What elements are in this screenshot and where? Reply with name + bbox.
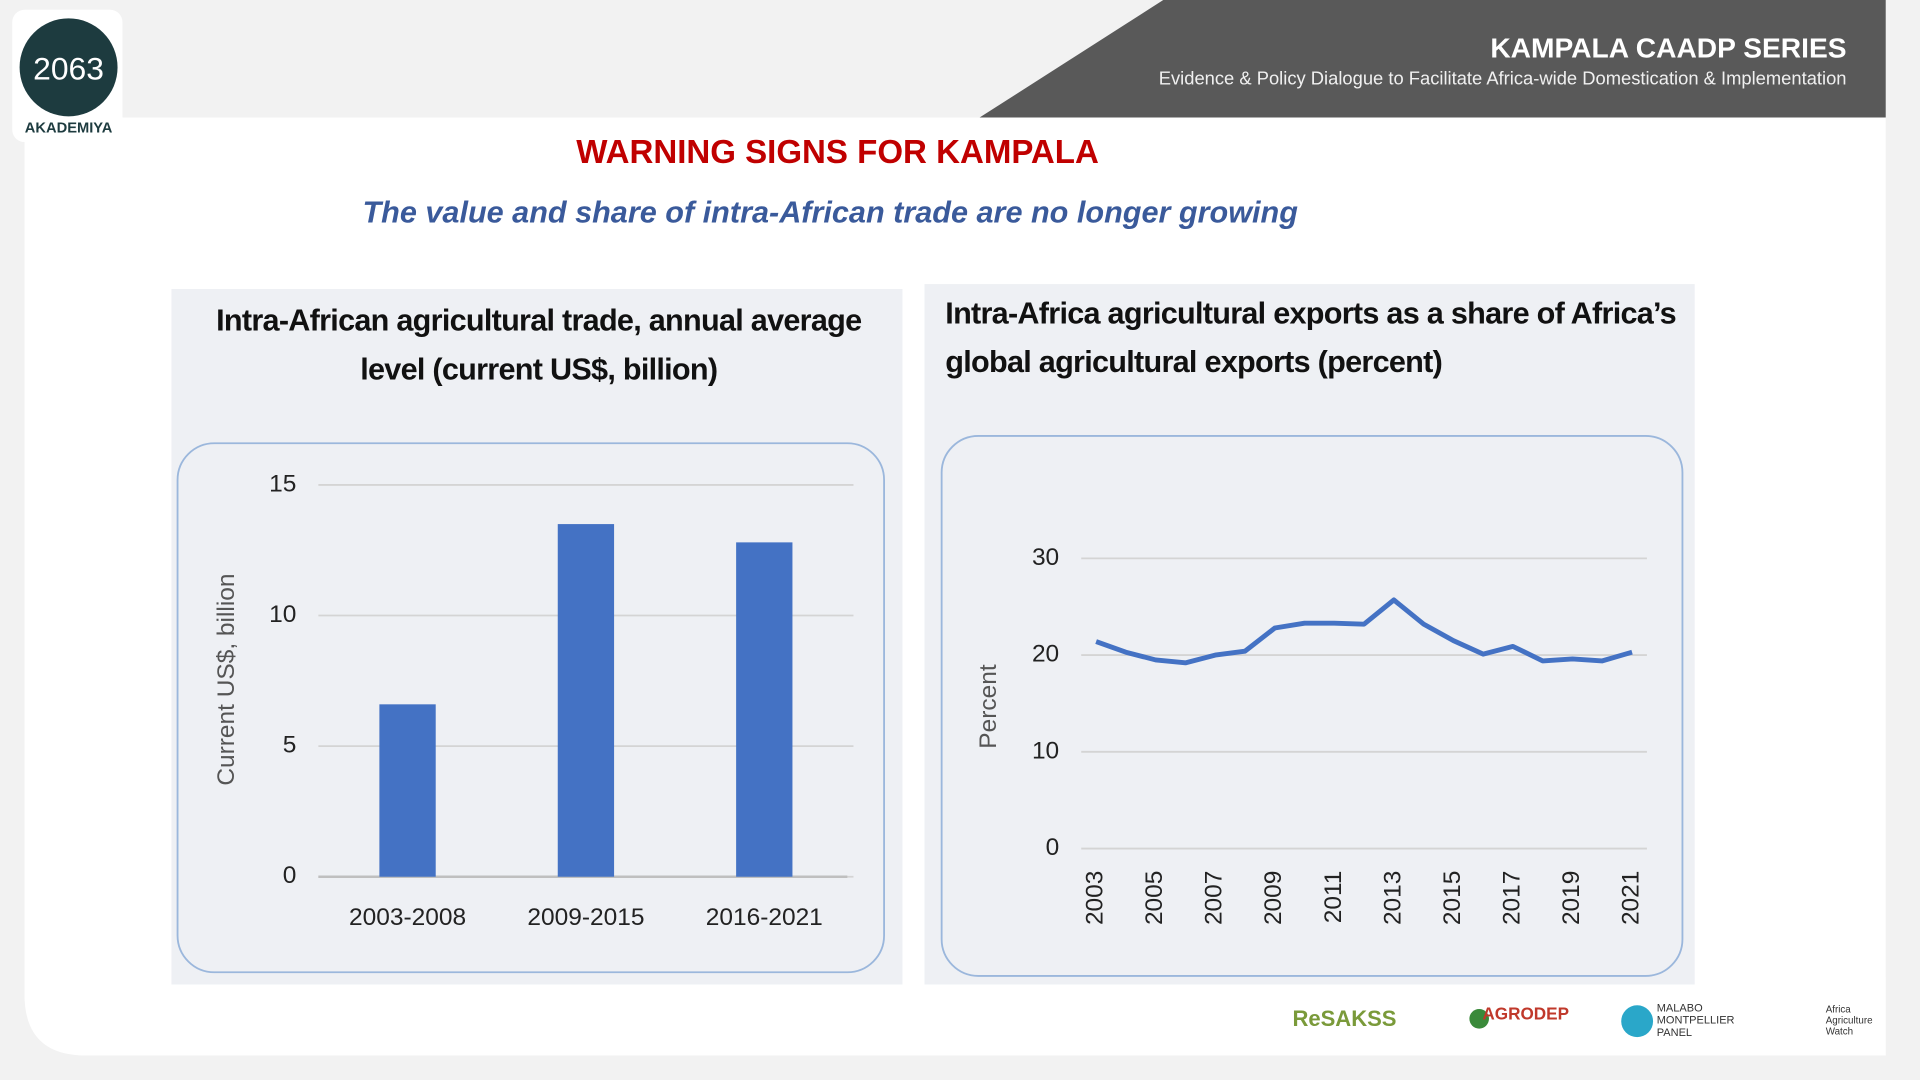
y-tick-label: 10	[1032, 737, 1059, 764]
y-tick-label: 10	[269, 601, 296, 628]
plot-frame	[176, 442, 885, 974]
y-tick-label: 20	[1032, 641, 1059, 668]
chart-panel	[924, 284, 1695, 985]
y-tick-label: 0	[1046, 834, 1060, 861]
series-subtitle: Evidence & Policy Dialogue to Facilitate…	[1159, 67, 1847, 88]
x-tick-label: 2009	[1260, 871, 1287, 925]
x-tick-label: 2003	[1082, 871, 1109, 925]
x-tick-label: 2011	[1320, 871, 1347, 924]
x-tick-label: 2017	[1498, 871, 1525, 925]
logo-agrodep: AGRODEP	[1482, 1004, 1569, 1024]
logo-resakss: ReSAKSS	[1292, 1006, 1396, 1031]
logo-icon	[1469, 1008, 1489, 1029]
x-tick-label: 2019	[1558, 871, 1585, 925]
y-tick-label: 30	[1032, 544, 1059, 571]
data-line	[1095, 597, 1633, 666]
x-tick-label: 2009-2015	[527, 904, 644, 931]
chart-title-box: Intra-African agricultural trade, annual…	[216, 303, 862, 387]
x-tick-label: 2003-2008	[349, 904, 466, 931]
logo-name: AKADEMIYA	[25, 120, 113, 136]
chart-title: Intra-Africa agricultural exports as a s…	[945, 296, 1676, 380]
logo-aaw: Africa Agriculture Watch	[1825, 1004, 1873, 1038]
header-band	[979, 0, 1886, 118]
footer-logos	[1258, 977, 1886, 1056]
bar	[557, 524, 615, 877]
x-tick-label: 2016-2021	[706, 904, 823, 931]
series-title: KAMPALA CAADP SERIES	[1490, 33, 1846, 64]
slide-title: WARNING SIGNS FOR KAMPALA	[576, 134, 1099, 171]
x-tick-label: 2015	[1439, 871, 1466, 925]
y-tick-label: 0	[283, 862, 297, 889]
logo-circle	[19, 18, 118, 117]
logo-malabo-text: MALABO MONTPELLIER PANEL	[1656, 1001, 1735, 1039]
logo-malabo: MALABO MONTPELLIER PANEL	[1656, 1001, 1735, 1039]
x-tick-label: 2021	[1618, 871, 1645, 925]
chart-title-box: Intra-Africa agricultural exports as a s…	[945, 296, 1676, 380]
y-tick-label: 15	[269, 470, 296, 497]
bar	[736, 542, 793, 877]
y-tick-label: 5	[283, 732, 297, 759]
y-axis-label: Current US$, billion	[213, 574, 240, 786]
x-tick-label: 2013	[1379, 871, 1406, 925]
x-tick-label: 2007	[1201, 871, 1228, 925]
logo-number: 2063	[33, 50, 104, 86]
chart-title: Intra-African agricultural trade, annual…	[216, 303, 862, 387]
logo-icon	[1621, 1005, 1654, 1038]
logo-aaw-text: Africa Agriculture Watch	[1825, 1004, 1873, 1038]
y-axis-label: Percent	[975, 664, 1002, 749]
x-tick-label: 2005	[1141, 871, 1168, 925]
slide-subtitle: The value and share of intra-African tra…	[362, 195, 1298, 229]
plot-frame	[940, 435, 1684, 977]
bar	[379, 704, 436, 877]
